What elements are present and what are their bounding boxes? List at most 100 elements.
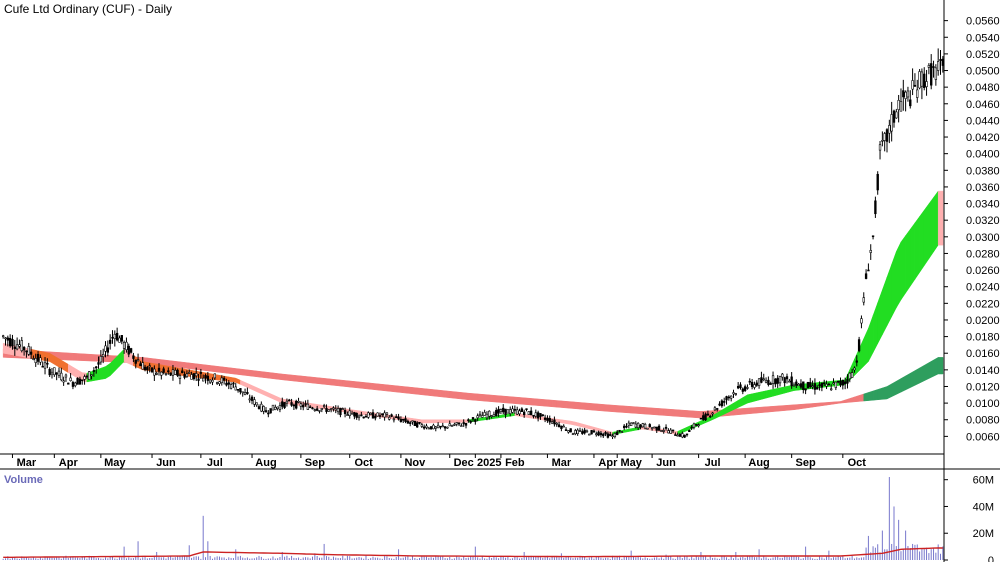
candle-body <box>650 427 654 430</box>
long-band-segment <box>551 399 557 408</box>
candle-body <box>471 417 475 420</box>
candle-body <box>157 367 161 372</box>
short-band-segment <box>254 386 260 394</box>
candle-body <box>871 235 875 238</box>
candle-body <box>704 413 707 421</box>
candle-body <box>739 384 742 389</box>
long-band-segment <box>840 399 846 404</box>
short-band-segment <box>589 425 595 431</box>
candle-body <box>176 369 179 376</box>
candle-body <box>443 426 447 429</box>
candle-body <box>634 423 637 428</box>
long-band-segment <box>389 384 395 393</box>
candle-body <box>374 415 377 419</box>
long-band-segment <box>616 405 623 413</box>
candle-body <box>613 433 617 438</box>
candle-body <box>567 430 570 433</box>
long-band-segment <box>528 397 534 406</box>
long-band-segment <box>575 401 581 410</box>
candle-body <box>395 416 398 418</box>
x-tick-label: Feb <box>505 457 525 469</box>
candle-body <box>160 371 163 376</box>
candle-body <box>167 370 170 373</box>
candle-body <box>804 388 807 391</box>
candle-body <box>576 429 579 434</box>
short-band-segment <box>626 428 632 433</box>
long-band-segment <box>440 389 446 398</box>
long-band-segment <box>333 378 339 387</box>
candle-body <box>578 430 582 432</box>
candle-body <box>188 372 191 374</box>
long-band-segment <box>812 402 818 408</box>
candle-body <box>709 415 712 418</box>
long-band-segment <box>230 367 237 375</box>
long-band-segment <box>421 388 427 396</box>
candle-body <box>139 363 142 367</box>
candle-body <box>281 401 284 407</box>
candle-body <box>197 378 200 381</box>
candle-body <box>190 374 193 380</box>
long-band-segment <box>933 356 939 377</box>
x-tick-label: Nov <box>404 457 426 469</box>
candle-body <box>639 424 642 428</box>
long-band-segment <box>393 385 399 393</box>
candle-body <box>262 406 265 412</box>
long-band-segment <box>612 404 618 413</box>
long-band-segment <box>663 408 669 417</box>
candle-body <box>76 377 79 385</box>
price-tick-label: 0.0100 <box>966 398 1000 410</box>
candle-body <box>248 398 251 401</box>
candle-body <box>771 375 775 384</box>
candle-body <box>748 380 751 383</box>
long-band-segment <box>347 380 353 388</box>
price-tick-label: 0.0280 <box>966 248 1000 260</box>
x-tick-label: Mar <box>552 457 572 469</box>
candle-body <box>169 372 172 376</box>
short-band-segment <box>775 387 781 396</box>
candle-body <box>883 133 886 141</box>
candle-body <box>15 344 19 350</box>
candle-body <box>446 426 449 429</box>
long-band-segment <box>640 406 646 415</box>
long-band-segment <box>212 365 218 373</box>
candle-body <box>604 432 607 435</box>
candle-body <box>32 358 35 360</box>
candle-body <box>702 415 705 420</box>
candle-body <box>885 129 889 142</box>
long-band-segment <box>649 407 655 416</box>
long-band-segment <box>937 357 944 375</box>
long-band-segment <box>789 404 795 411</box>
candle-body <box>806 381 810 389</box>
price-tick-label: 0.0060 <box>966 431 1000 443</box>
candle-body <box>755 382 758 386</box>
candle-body <box>571 433 575 436</box>
candle-body <box>218 381 221 385</box>
candle-body <box>39 357 42 363</box>
short-band-segment <box>905 228 911 294</box>
candle-body <box>239 388 242 393</box>
candle-body <box>788 380 791 383</box>
candle-body <box>353 412 356 417</box>
candle-body <box>499 409 503 412</box>
candle-body <box>404 418 407 422</box>
candle-body <box>734 393 738 395</box>
candle-body <box>809 382 812 387</box>
candle-body <box>320 408 323 410</box>
candle-body <box>583 429 586 434</box>
candle-body <box>646 427 649 430</box>
candle-body <box>848 372 851 380</box>
short-band-segment <box>561 419 567 424</box>
short-band-segment <box>63 361 69 374</box>
candle-body <box>853 367 856 371</box>
candle-body <box>462 422 465 425</box>
long-band-segment <box>919 364 925 384</box>
long-band-segment <box>430 389 437 397</box>
candle-body <box>699 417 703 420</box>
candle-body <box>213 373 216 379</box>
candle-body <box>818 384 821 387</box>
candle-body <box>327 409 330 412</box>
long-band-segment <box>254 370 260 378</box>
long-band-segment <box>863 392 869 402</box>
candle-body <box>329 408 333 411</box>
long-band-segment <box>482 394 488 402</box>
